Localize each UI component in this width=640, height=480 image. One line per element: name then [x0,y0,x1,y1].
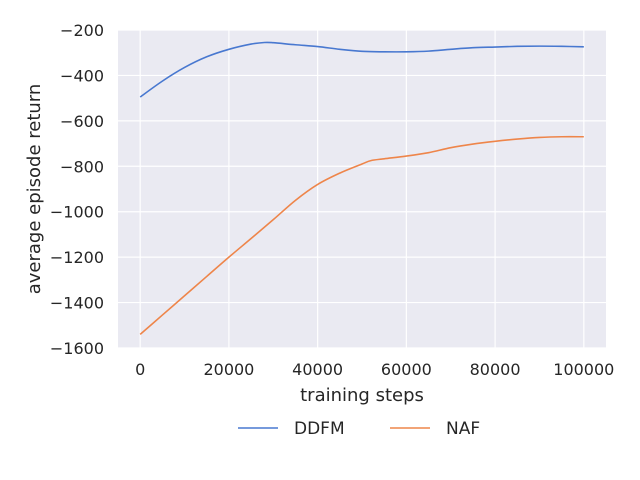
y-axis-label: average episode return [24,84,45,295]
y-tick-label: −800 [60,157,104,176]
plot-background [118,30,606,348]
x-tick-label: 0 [135,360,145,379]
y-tick-labels: −200 −400 −600 −800 −1000 −1200 −1400 −1600 [50,21,104,358]
x-tick-label: 100000 [553,360,614,379]
y-tick-label: −1400 [50,294,104,313]
legend-label-ddfm: DDFM [294,419,345,439]
grid-lines [118,29,606,349]
y-tick-label: −400 [60,66,104,85]
x-tick-label: 80000 [470,360,521,379]
y-tick-label: −1600 [50,339,104,358]
x-axis-label: training steps [300,385,424,406]
series-line-ddfm [139,41,584,98]
y-tick-label: −1000 [50,203,104,222]
series-line-naf [139,135,584,335]
y-tick-label: −200 [60,21,104,40]
x-tick-label: 20000 [203,360,254,379]
y-tick-label: −1200 [50,248,104,267]
series-lines [139,41,584,335]
legend: DDFM NAF [238,419,480,439]
legend-label-naf: NAF [446,419,480,439]
x-tick-label: 60000 [381,360,432,379]
y-tick-label: −600 [60,112,104,131]
x-tick-labels: 0 20000 40000 60000 80000 100000 [135,360,614,379]
x-tick-label: 40000 [292,360,343,379]
